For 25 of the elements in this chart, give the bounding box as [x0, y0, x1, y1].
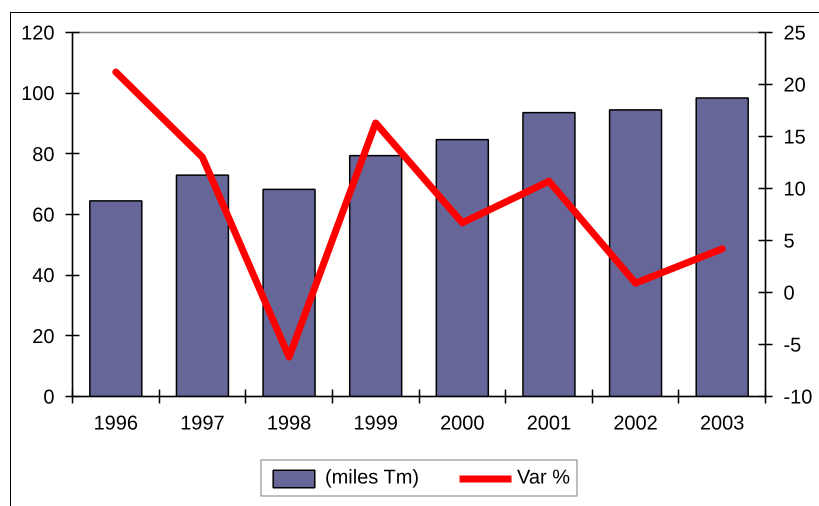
x-tick-label: 1998	[266, 412, 312, 434]
y2-tick-label: 20	[784, 74, 806, 96]
legend-label: Var %	[517, 466, 570, 490]
x-tick-label: 1999	[353, 412, 398, 434]
y-tick-label: 60	[32, 204, 55, 226]
x-tick-label: 2001	[526, 412, 572, 434]
x-tick-label: 2003	[700, 412, 744, 434]
y2-tick-label: 25	[784, 22, 806, 44]
y-tick-label: 80	[32, 144, 55, 166]
y2-tick-label: 15	[784, 126, 806, 148]
y2-tick-label: 10	[784, 178, 806, 200]
y-tick-label: 0	[43, 386, 54, 408]
y-tick-label: 100	[21, 83, 55, 106]
y-tick-label: 40	[32, 265, 55, 288]
y2-tick-label: 0	[784, 282, 795, 304]
y-tick-label: 20	[32, 326, 55, 348]
y2-tick-label: -5	[784, 334, 802, 356]
x-tick-label: 2000	[440, 412, 485, 434]
x-tick-label: 1997	[180, 412, 225, 434]
y2-tick-label: 5	[784, 230, 795, 252]
legend-label: (miles Tm)	[324, 466, 420, 490]
y2-tick-label: -10	[784, 386, 812, 408]
x-tick-label: 1996	[94, 412, 138, 434]
x-tick-label: 2002	[613, 412, 658, 434]
y-tick-label: 120	[21, 22, 55, 44]
